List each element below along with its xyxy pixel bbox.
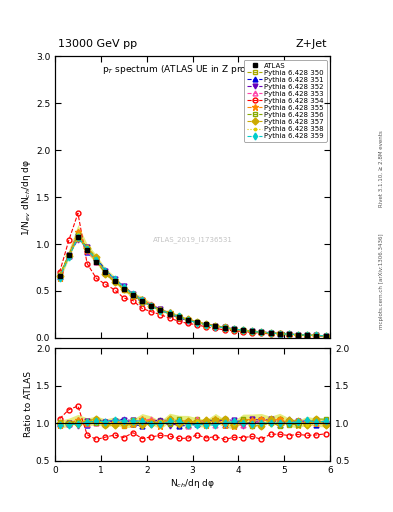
Y-axis label: Ratio to ATLAS: Ratio to ATLAS [24, 372, 33, 437]
Text: Rivet 3.1.10, ≥ 2.8M events: Rivet 3.1.10, ≥ 2.8M events [379, 131, 384, 207]
Text: Z+Jet: Z+Jet [296, 39, 327, 49]
Text: p$_T$ spectrum (ATLAS UE in Z production): p$_T$ spectrum (ATLAS UE in Z production… [102, 63, 283, 76]
Text: ATLAS_2019_I1736531: ATLAS_2019_I1736531 [152, 236, 233, 243]
Text: mcplots.cern.ch [arXiv:1306.3436]: mcplots.cern.ch [arXiv:1306.3436] [379, 234, 384, 329]
Text: 13000 GeV pp: 13000 GeV pp [58, 39, 137, 49]
Y-axis label: 1/N$_{ev}$ dN$_{ch}$/dη dφ: 1/N$_{ev}$ dN$_{ch}$/dη dφ [20, 159, 33, 236]
X-axis label: N$_{ch}$/dη dφ: N$_{ch}$/dη dφ [170, 477, 215, 490]
Legend: ATLAS, Pythia 6.428 350, Pythia 6.428 351, Pythia 6.428 352, Pythia 6.428 353, P: ATLAS, Pythia 6.428 350, Pythia 6.428 35… [244, 60, 327, 142]
